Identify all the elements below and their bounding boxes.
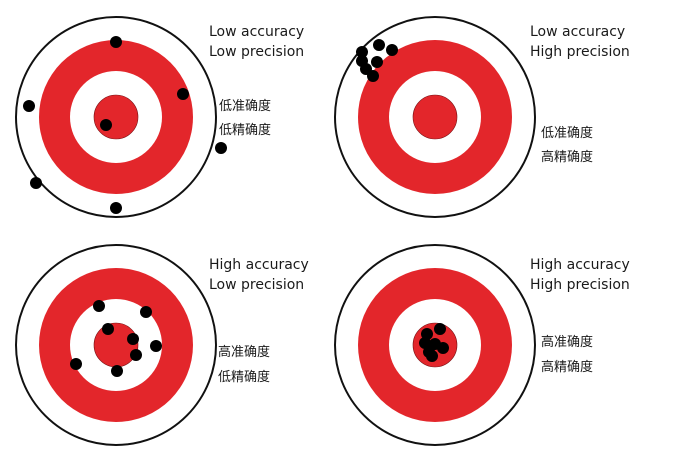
bullseye-outline — [93, 94, 139, 140]
shots — [356, 39, 398, 82]
bullseye — [413, 95, 457, 139]
accuracy-label: Low accuracy — [530, 24, 625, 40]
panel-high-accuracy-high-precision: High accuracy High precision 高准确度 高精确度 — [334, 244, 630, 446]
panel-low-accuracy-high-precision: Low accuracy High precision 低准确度 高精确度 — [334, 16, 630, 218]
accuracy-label-cn: 低准确度 — [219, 98, 271, 114]
shot-dot — [386, 44, 398, 56]
shots — [23, 36, 227, 214]
accuracy-label: Low accuracy — [209, 24, 304, 40]
bullseye-outline — [412, 322, 458, 368]
shot-dot — [356, 46, 368, 58]
shot-dot — [111, 365, 123, 377]
shot-dot — [30, 177, 42, 189]
shot-dot — [373, 39, 385, 51]
panel-low-accuracy-low-precision: Low accuracy Low precision 低准确度 低精确度 — [15, 16, 304, 218]
shot-dot — [371, 56, 383, 68]
shots — [70, 300, 162, 377]
shot-dot — [140, 306, 152, 318]
shot-dot — [367, 70, 379, 82]
shot-dot — [419, 337, 431, 349]
shot-dot — [215, 142, 227, 154]
target — [15, 244, 217, 446]
shot-dot — [177, 88, 189, 100]
precision-label: High precision — [530, 44, 630, 60]
shot-dot — [70, 358, 82, 370]
precision-label-cn: 低精确度 — [219, 122, 271, 138]
shot-dot — [356, 55, 368, 67]
accuracy-label-cn: 高准确度 — [541, 334, 593, 350]
bullseye-outline — [412, 94, 458, 140]
precision-label-cn: 高精确度 — [541, 359, 593, 375]
accuracy-label-cn: 高准确度 — [218, 344, 270, 360]
shot-dot — [110, 36, 122, 48]
shot-dot — [434, 323, 446, 335]
precision-label: High precision — [530, 277, 630, 293]
shot-dot — [127, 333, 139, 345]
precision-label-cn: 低精确度 — [218, 369, 270, 385]
target — [15, 16, 217, 218]
accuracy-label: High accuracy — [209, 257, 309, 273]
shot-dot — [23, 100, 35, 112]
precision-label: Low precision — [209, 277, 304, 293]
shot-dot — [102, 323, 114, 335]
shot-dot — [150, 340, 162, 352]
accuracy-label-cn: 低准确度 — [541, 125, 593, 141]
accuracy-label: High accuracy — [530, 257, 630, 273]
shot-dot — [426, 350, 438, 362]
shot-dot — [421, 328, 433, 340]
shot-dot — [130, 349, 142, 361]
precision-label-cn: 高精确度 — [541, 149, 593, 165]
target — [334, 16, 536, 218]
panel-high-accuracy-low-precision: High accuracy Low precision 高准确度 低精确度 — [15, 244, 309, 446]
shots — [419, 323, 449, 362]
shot-dot — [110, 202, 122, 214]
precision-label: Low precision — [209, 44, 304, 60]
shot-dot — [93, 300, 105, 312]
shot-dot — [437, 342, 449, 354]
shot-dot — [100, 119, 112, 131]
